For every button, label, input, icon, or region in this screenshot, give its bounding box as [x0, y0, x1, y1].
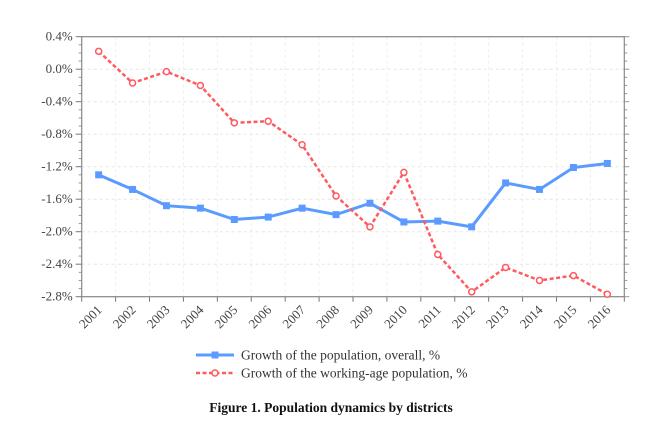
x-tick-label: 2013: [483, 302, 512, 331]
plot-frame: [81, 36, 625, 298]
y-tick-label: 0.4%: [46, 29, 73, 44]
x-tick-label: 2010: [381, 302, 410, 331]
data-point: [129, 185, 137, 193]
data-point: [230, 119, 239, 127]
data-point: [400, 218, 408, 226]
data-point: [366, 223, 374, 231]
x-tick-label: 2012: [449, 302, 478, 331]
y-tick-label: 0.0%: [46, 61, 73, 76]
legend-label: Growth of the working-age population, %: [241, 366, 467, 381]
data-point: [264, 213, 272, 221]
data-point: [569, 164, 577, 172]
data-point: [332, 211, 340, 219]
series-line-1: [97, 50, 608, 296]
x-tick-label: 2015: [551, 302, 580, 331]
y-tick-label: -1.6%: [41, 191, 73, 206]
data-point: [501, 263, 510, 272]
data-point: [162, 67, 171, 76]
data-point: [502, 179, 510, 187]
data-point: [468, 223, 476, 231]
data-point: [603, 290, 612, 299]
y-tick-label: -2.0%: [41, 224, 73, 239]
data-point: [298, 204, 306, 212]
data-point: [94, 47, 103, 56]
y-tick-label: -1.2%: [41, 159, 73, 174]
y-tick-label: -2.8%: [41, 289, 73, 304]
x-tick-label: 2001: [76, 302, 105, 331]
data-point: [536, 185, 544, 193]
y-tick-label: -2.4%: [41, 256, 73, 271]
x-tick-label: 2008: [313, 302, 342, 331]
data-point: [196, 81, 205, 90]
x-tick-label: 2014: [517, 302, 546, 331]
data-point: [434, 250, 442, 259]
legend: Growth of the population, overall, % Grow…: [196, 348, 467, 381]
legend-marker: [211, 351, 219, 359]
legend-marker: [211, 369, 219, 377]
data-point: [298, 141, 306, 149]
x-tick-label: 2006: [245, 302, 274, 331]
x-tick-label: 2002: [110, 302, 139, 331]
data-point: [128, 79, 137, 87]
data-point: [264, 117, 272, 125]
figure-caption: Figure 1. Population dynamics by distric…: [209, 400, 453, 415]
data-point: [230, 216, 238, 224]
y-tick-label: -0.4%: [41, 94, 73, 109]
data-point: [603, 159, 611, 167]
data-point: [569, 271, 578, 280]
data-point: [162, 202, 170, 210]
x-tick-label: 2004: [178, 302, 207, 331]
data-point: [95, 171, 103, 179]
data-point: [400, 168, 408, 177]
data-point: [366, 199, 374, 207]
axes: 0.4% 0.0% -0.4% -0.8% -1.2% -1.6% -2.0% -2.4% -2…: [41, 29, 630, 331]
data-point: [332, 192, 340, 200]
series-line-0: [98, 161, 608, 229]
x-tick-label: 2005: [211, 302, 240, 331]
x-tick-label: 2007: [279, 302, 308, 331]
data-point: [196, 204, 204, 212]
x-tick-label: 2016: [584, 302, 613, 331]
grid: [81, 36, 625, 298]
legend-label: Growth of the population, overall, %: [241, 348, 440, 363]
x-tick-label: 2011: [415, 302, 444, 331]
x-tick-label: 2003: [144, 302, 173, 331]
series: [94, 47, 612, 299]
y-tick-label: -0.8%: [41, 126, 73, 141]
x-tick-label: 2009: [347, 302, 376, 331]
data-point: [535, 276, 544, 285]
data-point: [434, 217, 442, 225]
data-point: [467, 288, 476, 296]
